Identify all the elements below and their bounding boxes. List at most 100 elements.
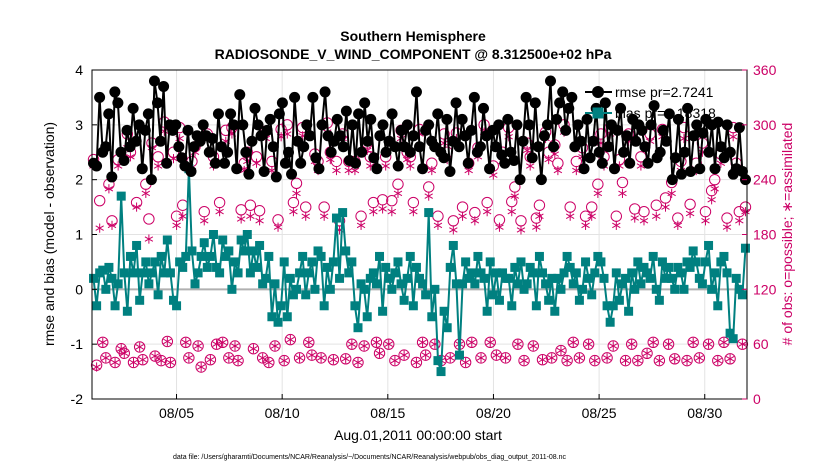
obs-possible-marker: [475, 352, 487, 364]
rmse-point: [350, 157, 362, 169]
asterisk-stroke: [104, 186, 114, 192]
rmse-point: [136, 163, 148, 175]
bias-point: [122, 306, 132, 316]
obs-possible-marker: [647, 336, 659, 349]
asterisk-stroke: [249, 346, 258, 352]
asterisk-stroke: [507, 208, 516, 215]
asterisk-stroke: [402, 156, 412, 163]
bias-point: [664, 262, 674, 272]
obs-assimilated-marker: [538, 355, 547, 365]
rmse-point: [417, 163, 429, 175]
asterisk-stroke: [258, 355, 267, 361]
bias-point: [673, 262, 683, 272]
rmse-point: [289, 91, 301, 103]
bias-point: [230, 257, 240, 267]
obs-possible-marker: [93, 194, 106, 207]
obs-assimilated-marker: [172, 220, 181, 230]
obs-assimilated-marker: [316, 353, 326, 363]
asterisk-stroke: [153, 163, 163, 169]
obs-assimilated-marker: [353, 357, 363, 368]
asterisk-stroke: [553, 167, 563, 174]
asterisk-stroke: [648, 339, 658, 346]
bias-point: [445, 262, 455, 272]
asterisk-stroke: [224, 355, 234, 361]
bias-point: [639, 262, 649, 272]
obs-assimilated-marker: [602, 353, 612, 363]
rmse-point: [484, 163, 496, 175]
rmse-point: [682, 102, 694, 114]
asterisk-stroke: [569, 339, 578, 346]
rmse-point: [206, 133, 218, 145]
rmse-point: [669, 152, 681, 164]
bias-point: [479, 273, 489, 283]
asterisk-stroke: [449, 227, 458, 233]
rmse-point: [584, 152, 596, 164]
asterisk-stroke: [163, 338, 172, 345]
obs-assimilated-marker: [378, 204, 387, 214]
asterisk-stroke: [608, 343, 618, 349]
rmse-point: [94, 91, 106, 103]
bias-point: [107, 273, 117, 283]
rmse-point: [508, 154, 520, 166]
obs-assimilated-marker: [532, 222, 541, 232]
asterisk-stroke: [264, 359, 274, 366]
bias-point: [654, 295, 664, 305]
rmse-point: [121, 124, 133, 136]
asterisk-stroke: [547, 355, 556, 361]
asterisk-stroke: [196, 364, 206, 370]
bias-point: [178, 262, 188, 272]
obs-assimilated-marker: [713, 356, 723, 366]
rmse-point: [331, 113, 343, 125]
obs-assimilated-marker: [735, 216, 744, 226]
bias-point: [584, 273, 594, 283]
rmse-point: [182, 124, 194, 136]
asterisk-stroke: [722, 224, 732, 230]
obs-assimilated-marker: [704, 339, 713, 349]
obs-assimilated-marker: [670, 354, 679, 364]
obs-possible-marker: [143, 213, 155, 225]
bias-point: [258, 279, 268, 289]
rmse-point: [286, 168, 298, 180]
bias-point: [101, 284, 111, 294]
rmse-point: [660, 135, 672, 147]
asterisk-stroke: [184, 355, 194, 361]
rmse-point: [362, 135, 374, 147]
bias-point: [215, 268, 225, 278]
rmse-point: [593, 146, 605, 158]
asterisk-stroke: [353, 359, 363, 366]
obs-assimilated-marker: [138, 355, 147, 365]
asterisk-stroke: [627, 341, 636, 347]
rmse-point: [173, 141, 185, 153]
legend: rmse pr=2.7241 bias pr=0.18318: [585, 84, 716, 121]
obs-possible-marker: [459, 356, 472, 369]
bias-point: [165, 268, 175, 278]
obs-assimilated-marker: [535, 211, 544, 221]
obs-possible-marker: [712, 354, 724, 367]
bias-point: [384, 273, 394, 283]
asterisk-stroke: [664, 341, 673, 347]
bias-point: [581, 257, 591, 267]
obs-assimilated-marker: [556, 345, 566, 356]
rmse-point: [423, 119, 435, 131]
obs-assimilated-marker: [356, 220, 366, 230]
obs-assimilated-marker: [507, 207, 516, 217]
asterisk-stroke: [387, 208, 397, 215]
asterisk-stroke: [98, 339, 107, 346]
rmse-point: [346, 119, 358, 131]
obs-possible-marker: [736, 338, 749, 350]
bias-point: [525, 262, 535, 272]
bias-point: [679, 284, 689, 294]
rmse-point: [325, 146, 337, 158]
rmse-point: [511, 119, 523, 131]
y2-tick-label: 180: [753, 227, 777, 243]
asterisk-stroke: [107, 222, 117, 229]
obs-assimilated-marker: [501, 353, 510, 363]
rmse-point: [237, 119, 249, 131]
bias-point: [470, 279, 480, 289]
bias-point: [390, 268, 400, 278]
y-tick-label: 4: [75, 62, 83, 78]
y2-tick-label: 300: [753, 117, 777, 133]
obs-assimilated-marker: [433, 220, 443, 230]
bias-point: [467, 268, 477, 278]
rmse-point: [679, 146, 691, 158]
